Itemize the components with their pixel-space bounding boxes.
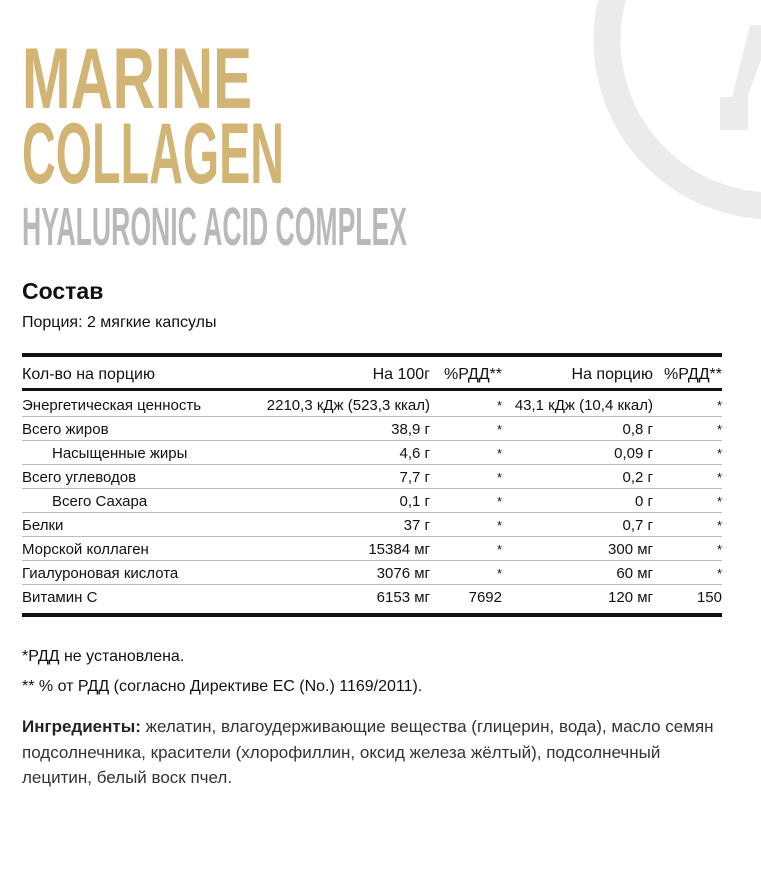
table-bottom-rule [22, 613, 722, 617]
row-perserving: 60 мг [616, 565, 653, 582]
row-rdd100: * [496, 446, 502, 461]
row-divider [22, 464, 722, 465]
section-heading: Состав [22, 278, 104, 304]
header-rdd-serving: %РДД** [664, 366, 722, 383]
row-rdd100: * [496, 566, 502, 581]
row-perserving: 0,2 г [622, 469, 654, 486]
ingredients: Ингредиенты: желатин, влагоудерживающие … [22, 714, 722, 791]
header-per100: На 100г [372, 366, 430, 383]
row-divider [22, 584, 722, 585]
row-perserving: 300 мг [608, 541, 653, 558]
row-rddserving: * [716, 422, 722, 437]
row-rdd100: * [496, 494, 502, 509]
row-per100: 38,9 г [391, 421, 430, 438]
row-per100: 0,1 г [399, 493, 431, 510]
row-name: Насыщенные жиры [52, 445, 188, 462]
row-per100: 7,7 г [399, 469, 431, 486]
title-line-2: COLLAGEN [22, 106, 284, 202]
header-rdd100: %РДД** [444, 366, 502, 383]
row-name: Белки [22, 517, 64, 534]
row-rddserving: * [716, 542, 722, 557]
row-perserving: 0,8 г [622, 421, 654, 438]
title-line-1: MARINE [22, 40, 252, 127]
row-rddserving: 150 [696, 589, 722, 606]
row-name: Энергетическая ценность [22, 397, 202, 414]
table-row: Насыщенные жиры 4,6 г * 0,09 г * [22, 444, 722, 468]
row-rdd100: * [496, 518, 502, 533]
row-rdd100: * [496, 398, 502, 413]
row-per100: 37 г [403, 517, 430, 534]
row-rdd100: * [496, 422, 502, 437]
row-name: Всего Сахара [52, 493, 148, 510]
row-divider [22, 536, 722, 537]
row-per100: 6153 мг [376, 589, 430, 606]
row-rddserving: * [716, 470, 722, 485]
footnote-2: ** % от РДД (согласно Директиве ЕС (No.)… [22, 678, 423, 695]
table-row: Гиалуроновая кислота 3076 мг * 60 мг * [22, 564, 722, 588]
row-divider [22, 416, 722, 417]
subtitle: HYALURONIC ACID COMPLEX [22, 197, 407, 250]
brand-logo-icon [593, 0, 761, 220]
row-per100: 15384 мг [368, 541, 430, 558]
header-name: Кол-во на порцию [22, 366, 155, 383]
row-perserving: 0 г [635, 493, 653, 510]
row-name: Всего углеводов [22, 469, 137, 486]
row-divider [22, 560, 722, 561]
table-header: Кол-во на порцию На 100г %РДД** На порци… [22, 365, 722, 389]
row-per100: 3076 мг [376, 565, 430, 582]
header-per-serving: На порцию [571, 366, 653, 383]
row-name: Гиалуроновая кислота [22, 565, 179, 582]
table-row: Морской коллаген 15384 мг * 300 мг * [22, 540, 722, 564]
row-rdd100: * [496, 470, 502, 485]
row-perserving: 43,1 кДж (10,4 ккал) [514, 397, 653, 414]
ingredients-label: Ингредиенты: [22, 717, 141, 736]
row-rdd100: 7692 [468, 589, 502, 606]
row-rddserving: * [716, 446, 722, 461]
row-divider [22, 512, 722, 513]
table-row: Белки 37 г * 0,7 г * [22, 516, 722, 540]
row-per100: 2210,3 кДж (523,3 ккал) [266, 397, 430, 414]
table-row: Витамин С 6153 мг 7692 120 мг 150 [22, 588, 722, 612]
product-title: MARINE COLLAGEN HYALURONIC ACID COMPLEX [22, 40, 407, 250]
row-divider [22, 440, 722, 441]
table-row: Всего Сахара 0,1 г * 0 г * [22, 492, 722, 516]
row-rddserving: * [716, 494, 722, 509]
table-top-rule [22, 353, 722, 357]
row-rdd100: * [496, 542, 502, 557]
row-rddserving: * [716, 398, 722, 413]
table-row: Всего жиров 38,9 г * 0,8 г * [22, 420, 722, 444]
row-perserving: 120 мг [608, 589, 653, 606]
row-name: Витамин С [22, 589, 98, 606]
row-divider [22, 488, 722, 489]
row-per100: 4,6 г [399, 445, 431, 462]
row-name: Морской коллаген [22, 541, 149, 558]
table-row: Энергетическая ценность 2210,3 кДж (523,3… [22, 396, 722, 420]
row-rddserving: * [716, 566, 722, 581]
serving-size: Порция: 2 мягкие капсулы [22, 314, 217, 331]
table-row: Всего углеводов 7,7 г * 0,2 г * [22, 468, 722, 492]
header-rule [22, 388, 722, 391]
row-rddserving: * [716, 518, 722, 533]
footnote-1: *РДД не установлена. [22, 648, 185, 665]
ingredients-text: желатин, влагоудерживающие вещества (гли… [22, 717, 714, 787]
row-perserving: 0,7 г [622, 517, 654, 534]
row-perserving: 0,09 г [614, 445, 653, 462]
row-name: Всего жиров [22, 421, 109, 438]
